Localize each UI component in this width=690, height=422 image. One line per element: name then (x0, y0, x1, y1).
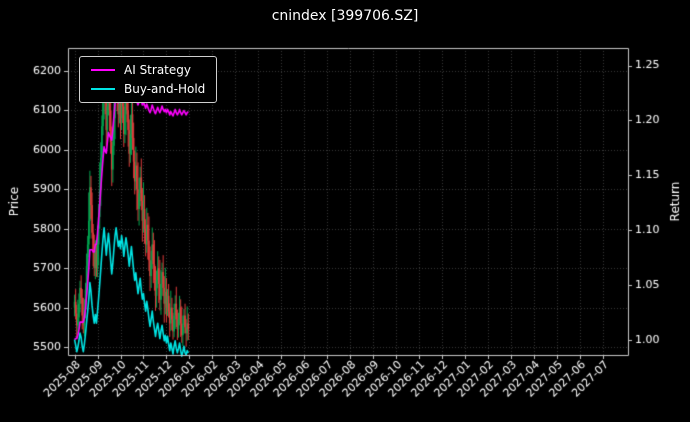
chart-title: cnindex [399706.SZ] (271, 8, 419, 24)
legend-label-buy-and-hold: Buy-and-Hold (124, 82, 206, 96)
buy-and-hold-line-swatch (91, 88, 115, 90)
legend-item-ai-strategy: AI Strategy (91, 64, 205, 76)
legend-label-ai-strategy: AI Strategy (124, 63, 191, 77)
legend: AI Strategy Buy-and-Hold (79, 56, 218, 103)
legend-item-buy-and-hold: Buy-and-Hold (91, 83, 205, 95)
ai-strategy-line-swatch (91, 69, 115, 71)
